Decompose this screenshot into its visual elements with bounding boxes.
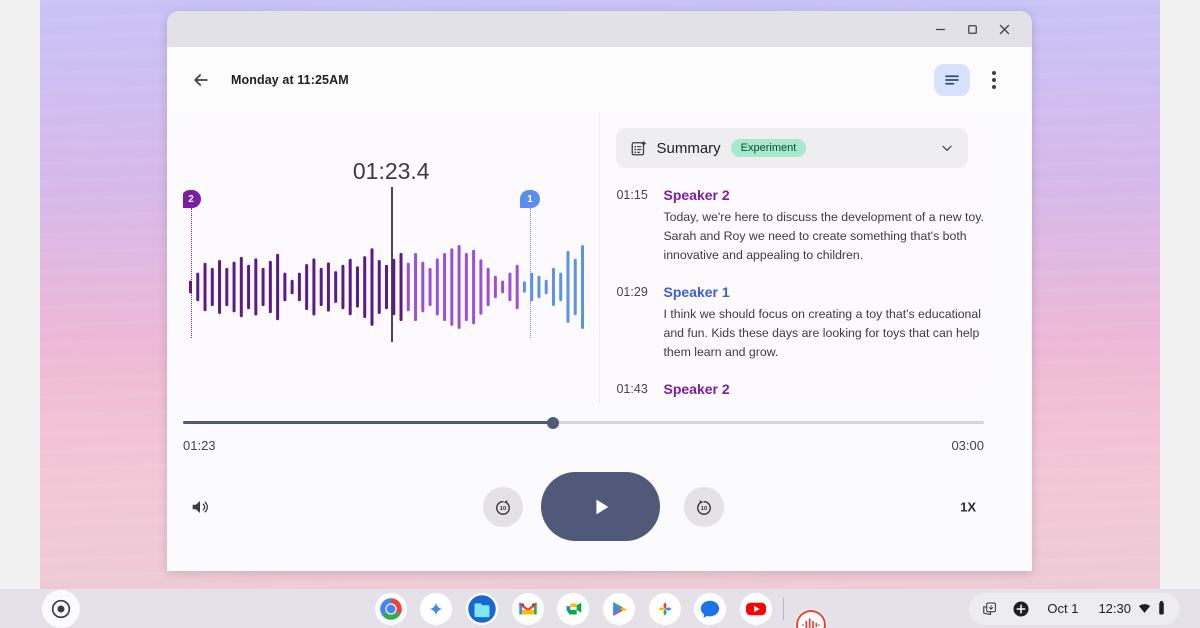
svg-text:10: 10 xyxy=(701,506,707,512)
svg-text:10: 10 xyxy=(500,506,506,512)
